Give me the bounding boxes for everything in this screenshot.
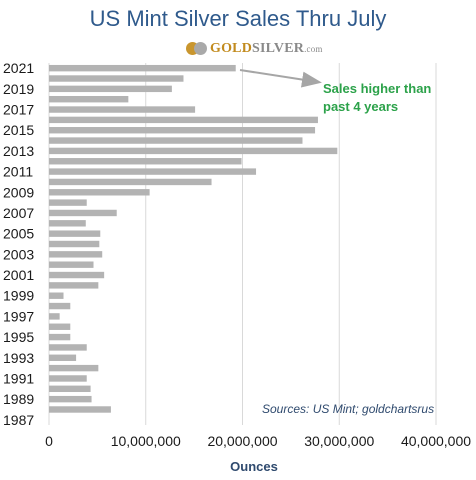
x-tick-labels: 0 10,000,000 20,000,000 30,000,000 40,000,00…	[45, 433, 471, 449]
bar-1992	[49, 364, 99, 372]
y-tick-labels: 2021 2019 2017 2015 2013 2011 2009 2007 2005 2003…	[3, 60, 34, 428]
bar-1998	[49, 302, 71, 310]
bar-1994	[49, 344, 87, 351]
annotation-line-1: Sales higher than	[323, 81, 431, 96]
y-tick-label: 1987	[3, 412, 34, 428]
bar-1999	[49, 292, 64, 299]
bars	[49, 64, 338, 413]
bar-2015	[49, 127, 316, 134]
bar-1990	[49, 385, 91, 393]
bar-2001	[49, 271, 105, 279]
bar-2019	[49, 85, 172, 93]
x-tick-label: 30,000,000	[304, 433, 374, 449]
bar-2009	[49, 189, 150, 196]
bar-2014	[49, 137, 303, 144]
y-tick-label: 1995	[3, 329, 34, 345]
bar-2013	[49, 147, 338, 155]
bar-2016	[49, 116, 318, 124]
logo-gold-text: GOLD	[210, 41, 253, 56]
source-note: Sources: US Mint; goldchartsrus	[262, 402, 434, 416]
bar-2000	[49, 282, 99, 289]
y-tick-label: 1993	[3, 350, 34, 366]
bar-2018	[49, 95, 129, 103]
bar-2012	[49, 158, 242, 165]
annotation-arrow	[239, 69, 322, 88]
bar-1996	[49, 323, 71, 330]
bar-2021	[49, 64, 236, 72]
annotation-line-2: past 4 years	[323, 99, 398, 114]
y-tick-label: 2005	[3, 226, 34, 242]
y-tick-label: 2007	[3, 205, 34, 221]
y-tick-label: 2001	[3, 267, 34, 283]
y-tick-label: 2017	[3, 102, 34, 118]
y-tick-label: 1989	[3, 391, 34, 407]
bar-2010	[49, 178, 212, 186]
bar-2003	[49, 251, 103, 258]
y-tick-label: 1997	[3, 308, 34, 324]
logo-silver-text: SILVER	[252, 41, 305, 56]
x-tick-label: 40,000,000	[401, 433, 471, 449]
logo-com-text: .com	[304, 44, 323, 54]
x-axis-label: Ounces	[230, 459, 278, 474]
x-tick-label: 20,000,000	[207, 433, 277, 449]
y-tick-label: 2003	[3, 246, 34, 262]
y-tick-label: 2009	[3, 184, 34, 200]
bar-2020	[49, 75, 184, 82]
y-tick-label: 1999	[3, 288, 34, 304]
y-tick-label: 2019	[3, 81, 34, 97]
bar-2005	[49, 230, 101, 237]
x-tick-label: 10,000,000	[111, 433, 181, 449]
x-tick-label: 0	[45, 433, 53, 449]
bar-2007	[49, 209, 117, 217]
y-tick-label: 2013	[3, 143, 34, 159]
bar-1991	[49, 375, 87, 382]
y-tick-label: 1991	[3, 370, 34, 386]
gridlines	[48, 63, 437, 425]
bar-2008	[49, 199, 87, 206]
bar-1989	[49, 395, 92, 403]
bar-1988	[49, 406, 111, 413]
y-tick-label: 2011	[3, 164, 33, 180]
bar-2002	[49, 261, 94, 268]
y-tick-label: 2015	[3, 122, 34, 138]
bar-2004	[49, 240, 100, 248]
bar-1993	[49, 354, 77, 361]
goldsilver-logo: GOLDSILVER.com	[186, 40, 323, 58]
bar-2006	[49, 220, 86, 227]
coins-icon	[186, 41, 208, 57]
bar-2017	[49, 106, 196, 113]
bar-2011	[49, 168, 257, 175]
bar-1995	[49, 333, 71, 341]
y-tick-label: 2021	[3, 60, 34, 76]
chart-title: US Mint Silver Sales Thru July	[89, 6, 387, 31]
bar-1997	[49, 313, 60, 320]
